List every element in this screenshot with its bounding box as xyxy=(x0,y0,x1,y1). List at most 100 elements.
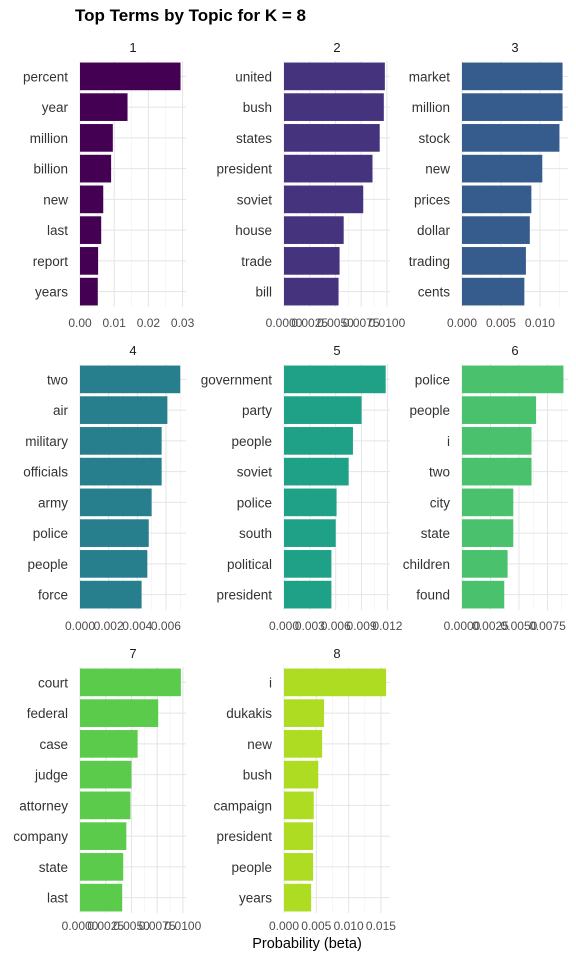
bar-dollar xyxy=(462,216,530,244)
x-tick-label: 0.00 xyxy=(68,316,92,330)
category-label: federal xyxy=(27,706,68,721)
category-label: police xyxy=(33,526,68,541)
facet-strip-label: 2 xyxy=(333,40,340,55)
bar-last xyxy=(80,883,123,912)
x-tick-label: 0.000 xyxy=(65,619,95,633)
bar-united xyxy=(284,62,385,91)
category-label: judge xyxy=(34,768,68,783)
category-label: president xyxy=(216,588,272,603)
bar-stock xyxy=(462,124,560,152)
bar-states xyxy=(284,124,380,152)
bar-years xyxy=(80,277,98,306)
chart-title: Top Terms by Topic for K = 8 xyxy=(75,6,306,25)
x-tick-label: 0.0050 xyxy=(113,919,150,933)
category-label: year xyxy=(42,100,69,115)
category-label: south xyxy=(239,526,272,541)
x-tick-label: 0.003 xyxy=(295,619,325,633)
bar-i xyxy=(284,668,387,697)
category-label: state xyxy=(39,860,68,875)
x-tick-label: 0.0025 xyxy=(472,619,509,633)
bar-bush xyxy=(284,93,384,121)
panel-7: 7 court federal case judge attorney company sta… xyxy=(13,646,201,933)
x-tick-label: 0.006 xyxy=(151,619,181,633)
x-tick-label: 0.005 xyxy=(301,919,331,933)
x-tick-label: 0.0025 xyxy=(87,919,124,933)
bar-government xyxy=(284,365,386,394)
bar-year xyxy=(80,93,128,121)
category-label: people xyxy=(409,403,450,418)
bar-air xyxy=(80,396,168,424)
x-tick-label: 0.000 xyxy=(269,619,299,633)
category-label: case xyxy=(39,737,68,752)
category-label: dollar xyxy=(417,223,451,238)
category-label: children xyxy=(403,557,450,572)
bar-soviet xyxy=(284,457,349,486)
bar-i xyxy=(462,427,532,455)
x-tick-label: 0.006 xyxy=(321,619,351,633)
bar-people xyxy=(80,550,148,578)
category-label: stock xyxy=(418,131,450,146)
bar-south xyxy=(284,519,336,547)
category-label: bush xyxy=(243,100,272,115)
facet-strip-label: 4 xyxy=(129,343,136,358)
x-tick-label: 0.0100 xyxy=(165,919,202,933)
category-label: new xyxy=(43,192,68,207)
x-tick-label: 0.0050 xyxy=(317,316,354,330)
category-label: new xyxy=(247,737,272,752)
category-label: found xyxy=(416,588,450,603)
bar-judge xyxy=(80,760,132,789)
panel-5: 5 government party people soviet police south p… xyxy=(201,343,403,633)
bar-new xyxy=(462,154,543,183)
bar-police xyxy=(284,488,337,517)
category-label: political xyxy=(227,557,272,572)
category-label: soviet xyxy=(237,192,273,207)
bar-state xyxy=(80,853,124,881)
category-label: trading xyxy=(409,254,450,269)
category-label: i xyxy=(447,434,450,449)
bar-market xyxy=(462,62,563,91)
category-label: officials xyxy=(23,465,68,480)
facet-panels: 1 percent year million billion new last report y… xyxy=(13,40,568,933)
category-label: cents xyxy=(418,285,451,300)
x-tick-label: 0.012 xyxy=(372,619,402,633)
category-label: president xyxy=(216,162,272,177)
category-label: air xyxy=(53,403,69,418)
bar-trade xyxy=(284,247,340,275)
bar-bill xyxy=(284,277,339,306)
category-label: last xyxy=(47,223,68,238)
x-tick-label: 0.0000 xyxy=(266,316,303,330)
bar-children xyxy=(462,550,508,578)
bar-bush xyxy=(284,760,319,789)
x-tick-label: 0.0000 xyxy=(62,919,99,933)
bar-police xyxy=(462,365,564,394)
bar-party xyxy=(284,396,362,424)
category-label: company xyxy=(13,829,68,844)
category-label: city xyxy=(430,495,451,510)
bar-years xyxy=(284,883,312,912)
bar-trading xyxy=(462,247,526,275)
bar-report xyxy=(80,247,99,275)
bar-people xyxy=(284,853,314,881)
bar-million xyxy=(80,124,113,152)
category-label: prices xyxy=(414,192,450,207)
category-label: percent xyxy=(23,69,68,84)
x-tick-label: 0.000 xyxy=(269,919,299,933)
x-tick-label: 0.015 xyxy=(366,919,396,933)
panel-3: 3 market million stock new prices dollar tradin… xyxy=(409,40,568,330)
x-tick-label: 0.005 xyxy=(486,316,516,330)
panel-1: 1 percent year million billion new last report y… xyxy=(23,40,195,330)
panel-4: 4 two air military officials army police people… xyxy=(23,343,186,633)
x-tick-label: 0.0100 xyxy=(369,316,406,330)
category-label: army xyxy=(38,495,68,510)
bar-found xyxy=(462,580,505,609)
category-label: billion xyxy=(33,162,68,177)
category-label: market xyxy=(409,69,451,84)
bar-two xyxy=(462,457,532,486)
facet-strip-label: 3 xyxy=(511,40,518,55)
category-label: states xyxy=(236,131,272,146)
bar-president xyxy=(284,580,332,609)
bar-force xyxy=(80,580,142,609)
bar-campaign xyxy=(284,791,314,820)
category-label: government xyxy=(201,372,273,387)
